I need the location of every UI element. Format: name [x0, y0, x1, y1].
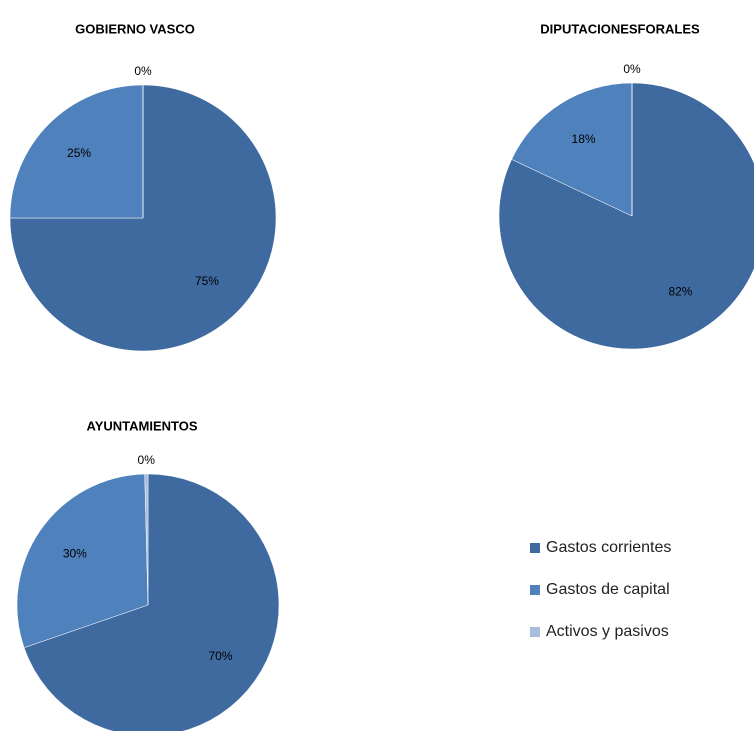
data-label: 25% — [67, 146, 91, 160]
data-label: 0% — [134, 64, 152, 78]
legend-label: Gastos corrientes — [546, 539, 671, 556]
data-label: 82% — [668, 285, 692, 299]
pie-slice — [9, 84, 144, 219]
legend-swatch — [530, 585, 540, 595]
legend-swatch — [530, 627, 540, 637]
data-label: 75% — [195, 274, 219, 288]
pie-slice — [23, 473, 280, 731]
chart-title: AYUNTAMIENTOS — [87, 418, 198, 433]
chart-title: DIPUTACIONESFORALES — [540, 21, 700, 36]
data-label: 0% — [138, 453, 156, 467]
pie-slice — [16, 473, 149, 648]
legend-label: Activos y pasivos — [546, 623, 669, 640]
legend-swatch — [530, 543, 540, 553]
data-label: 0% — [623, 62, 641, 76]
pie-slice — [498, 82, 754, 350]
data-label: 70% — [209, 649, 233, 663]
pie-slice — [511, 82, 633, 217]
chart-title: GOBIERNO VASCO — [75, 21, 195, 36]
data-label: 30% — [63, 546, 87, 560]
legend-label: Gastos de capital — [546, 581, 670, 598]
pie-slice — [144, 473, 149, 606]
data-label: 18% — [572, 132, 596, 146]
